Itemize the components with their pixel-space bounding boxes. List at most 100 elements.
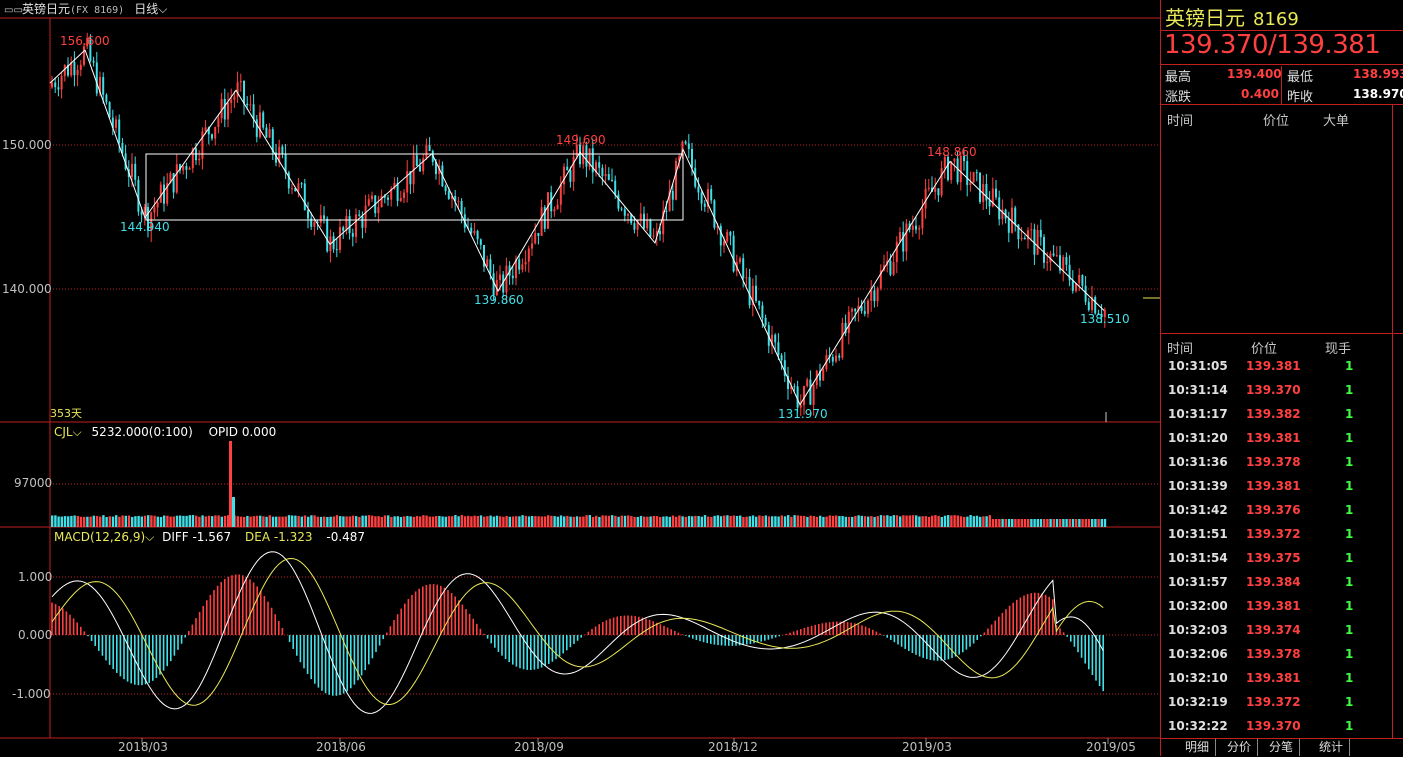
candle-body: [313, 222, 316, 227]
kline-chart[interactable]: [0, 0, 1160, 756]
tick-row[interactable]: 10:31:42 139.376 1: [1161, 499, 1403, 523]
macd-indicator[interactable]: MACD(12,26,9)⌵ DIFF -1.567 DEA -1.323 -0…: [54, 530, 365, 545]
tick-row[interactable]: 10:31:54 139.375 1: [1161, 547, 1403, 571]
volume-bar: [953, 515, 956, 527]
tick-row[interactable]: 10:31:36 139.378 1: [1161, 451, 1403, 475]
volume-bar: [899, 516, 902, 527]
tab-details[interactable]: 明细: [1179, 739, 1217, 756]
volume-bar: [774, 516, 777, 527]
tick-row[interactable]: 10:32:22 139.370 1: [1161, 715, 1403, 739]
volume-bar: [204, 516, 207, 527]
candle-body: [979, 172, 981, 203]
volume-bar: [121, 515, 124, 527]
candle-body: [611, 179, 613, 181]
x-label: 2018/12: [708, 740, 758, 754]
volume-bar: [323, 516, 326, 527]
tick-row[interactable]: 10:32:19 139.372 1: [1161, 691, 1403, 715]
macd-dea: DEA -1.323: [245, 530, 313, 544]
macd-lines: [51, 551, 1104, 714]
candle-body: [623, 209, 626, 216]
candle-body: [297, 183, 300, 192]
macd-y-label: -1.000: [12, 687, 51, 701]
volume-bar: [255, 515, 259, 527]
tick-time: 10:32:10: [1168, 671, 1228, 685]
volume-bar: [675, 516, 678, 527]
candle-body: [633, 223, 636, 230]
candle-body: [649, 219, 652, 237]
volume-bar: [601, 515, 604, 527]
volume-bar: [831, 515, 835, 527]
tick-price: 139.381: [1246, 359, 1301, 373]
candle-body: [876, 288, 879, 302]
volume-bar: [431, 516, 435, 527]
candle-body: [601, 167, 604, 177]
chart-toolbar: ▭▭英镑日元(FX 8169) 日线⌵: [0, 0, 1160, 18]
volume-bar: [275, 516, 278, 527]
volume-bar: [710, 516, 713, 527]
candle-body: [652, 235, 655, 237]
tab-trades[interactable]: 分笔: [1263, 739, 1301, 756]
tick-price: 139.384: [1246, 575, 1301, 589]
tick-row[interactable]: 10:32:10 139.381 1: [1161, 667, 1403, 691]
volume-bar: [521, 515, 524, 527]
tick-row[interactable]: 10:31:14 139.370 1: [1161, 379, 1403, 403]
volume-bar: [1020, 519, 1023, 527]
volume-indicator[interactable]: CJL⌵ 5232.000(0:100) OPID 0.000: [54, 425, 276, 440]
window-icon[interactable]: ▭▭: [4, 5, 23, 16]
candle-body: [1023, 237, 1026, 240]
volume-bar: [1094, 519, 1097, 527]
candle-body: [57, 87, 60, 90]
volume-bar: [348, 516, 351, 527]
candle-body: [124, 153, 127, 170]
volume-bar: [329, 516, 332, 527]
volume-bar: [755, 516, 758, 527]
tick-row[interactable]: 10:32:03 139.374 1: [1161, 619, 1403, 643]
tick-volume: 1: [1345, 479, 1354, 493]
tick-row[interactable]: 10:31:20 139.381 1: [1161, 427, 1403, 451]
volume-bar: [307, 516, 310, 527]
volume-bar: [684, 516, 687, 527]
period-selector[interactable]: 日线⌵: [134, 2, 167, 16]
volume-bar: [764, 515, 767, 527]
volume-bar: [79, 516, 83, 527]
candle-body: [822, 369, 825, 381]
tick-row[interactable]: 10:31:05 139.381 1: [1161, 355, 1403, 379]
candle-body: [76, 69, 79, 76]
tick-row[interactable]: 10:32:06 139.378 1: [1161, 643, 1403, 667]
volume-bar: [1036, 519, 1039, 527]
tick-volume: 1: [1345, 671, 1354, 685]
volume-bar: [342, 516, 345, 527]
candle-body: [860, 305, 863, 312]
candle-body: [678, 156, 681, 161]
candle-body: [486, 259, 489, 267]
volume-bar: [243, 516, 246, 527]
tick-row[interactable]: 10:31:51 139.372 1: [1161, 523, 1403, 547]
candle-body: [83, 46, 85, 65]
tick-row[interactable]: 10:31:17 139.382 1: [1161, 403, 1403, 427]
macd-y-label: 1.000: [18, 570, 53, 584]
candle-body: [975, 172, 978, 174]
candle-body: [812, 385, 815, 405]
volume-bar: [569, 516, 572, 527]
volume-bar: [281, 516, 284, 527]
tick-row[interactable]: 10:31:39 139.381 1: [1161, 475, 1403, 499]
zigzag-label: 139.860: [474, 293, 524, 307]
tab-price-levels[interactable]: 分价: [1221, 739, 1259, 756]
volume-bar: [947, 515, 950, 527]
volume-bar: [627, 515, 630, 527]
volume-bar: [761, 516, 764, 527]
volume-bar: [524, 515, 527, 527]
tick-price: 139.381: [1246, 671, 1301, 685]
candle-body: [323, 215, 325, 219]
tick-row[interactable]: 10:32:00 139.381 1: [1161, 595, 1403, 619]
tab-statistics[interactable]: 统计: [1313, 739, 1351, 756]
candle-body: [511, 275, 514, 279]
volume-bar: [1097, 519, 1100, 527]
volume-bar: [950, 515, 953, 527]
volume-bar: [303, 515, 307, 527]
bid-price: 139.370: [1164, 30, 1269, 60]
tick-row[interactable]: 10:31:57 139.384 1: [1161, 571, 1403, 595]
candle-body: [943, 156, 946, 169]
candle-body: [643, 213, 645, 229]
candle-body: [271, 129, 274, 153]
